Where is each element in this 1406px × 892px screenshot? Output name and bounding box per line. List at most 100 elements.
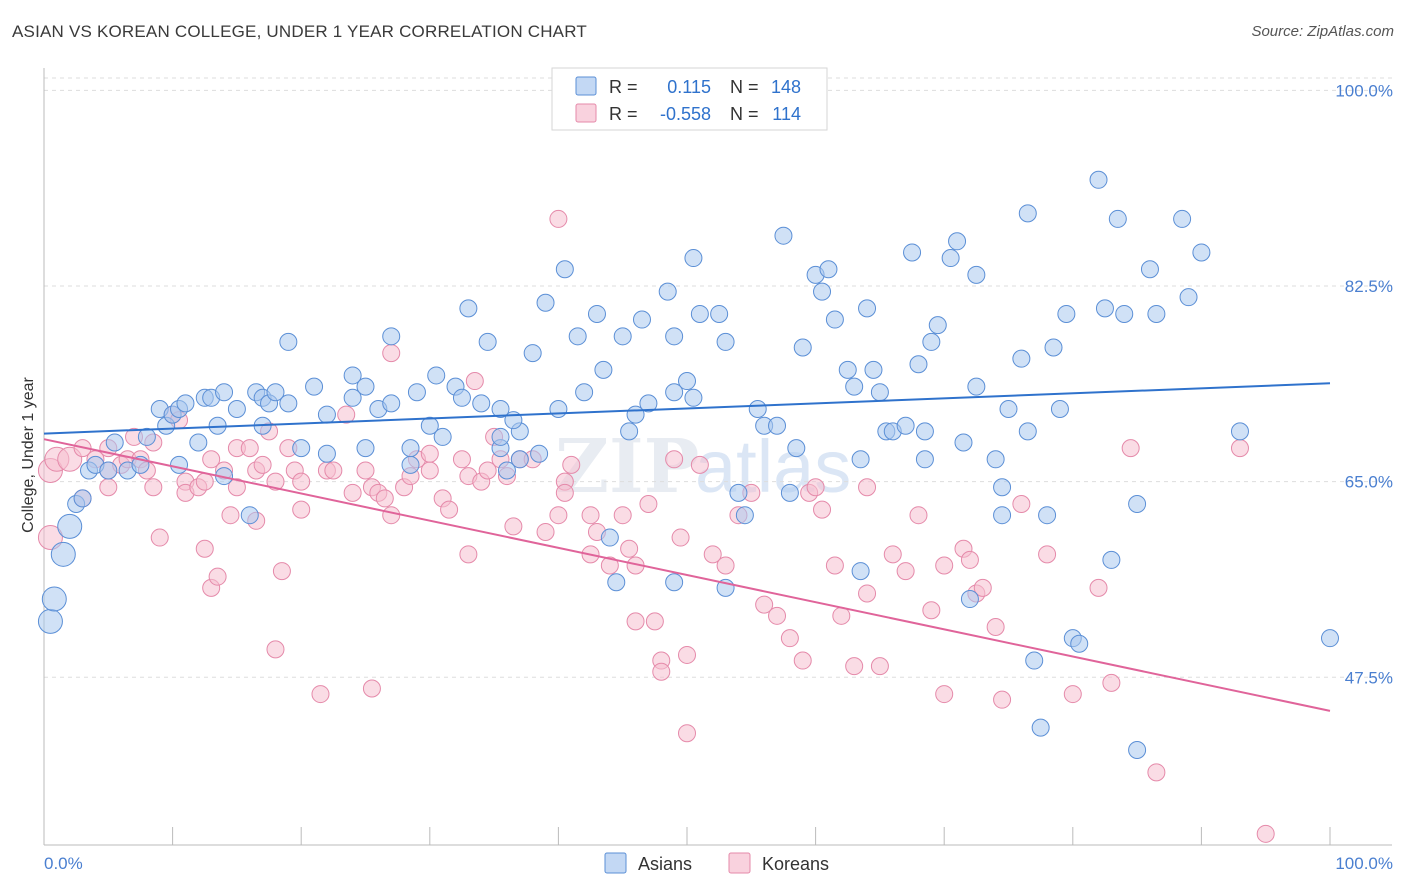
korean-point [825, 556, 844, 575]
korean-point [227, 478, 246, 497]
trend-lines [43, 382, 1331, 712]
asian-point [1070, 634, 1089, 653]
korean-point [858, 478, 877, 497]
korean-point [678, 724, 696, 743]
asian-point [1192, 243, 1211, 262]
asian-point [1038, 506, 1057, 525]
korean-point [858, 584, 877, 603]
asian-point [960, 590, 979, 609]
korean-point [272, 562, 291, 581]
asian-point [1321, 629, 1339, 648]
korean-point [555, 483, 574, 502]
asian-point [941, 249, 960, 268]
asian-point [215, 383, 234, 402]
asians-trend-line [43, 382, 1331, 435]
asian-point [594, 360, 613, 379]
asian-point [684, 388, 703, 407]
asian-point [838, 360, 857, 379]
asian-point [896, 416, 915, 435]
korean-point [671, 528, 690, 547]
korean-point [613, 506, 632, 525]
asian-point [735, 506, 754, 525]
asian-point [954, 433, 973, 452]
asian-point [1102, 550, 1121, 569]
asian-point [1115, 304, 1134, 323]
asian-point [632, 310, 651, 329]
asian-point [401, 455, 420, 474]
asian-point [568, 327, 587, 346]
korean-point [195, 539, 214, 558]
asian-point [999, 399, 1018, 418]
asian-point [266, 383, 285, 402]
asian-point [825, 310, 844, 329]
korean-point [292, 472, 311, 491]
korean-point [266, 640, 285, 659]
asian-point [472, 394, 491, 413]
asian-point [690, 304, 709, 323]
korean-point [37, 525, 63, 551]
asian-point [137, 427, 156, 446]
asian-point [819, 260, 838, 279]
asian-point [710, 304, 729, 323]
korean-point [1121, 439, 1140, 458]
korean-point [99, 478, 118, 497]
x-tick-label-max: 100.0% [1335, 854, 1393, 873]
y-tick-labels: 47.5% 65.0% 82.5% 100.0% [1335, 81, 1393, 687]
asian-point [1012, 349, 1031, 368]
bottom-legend: Asians Koreans [604, 852, 829, 874]
chart-source: Source: ZipAtlas.com [1251, 23, 1394, 40]
asian-point [1108, 209, 1127, 228]
asian-point [665, 327, 684, 346]
legend-n-label-asians: N = [730, 77, 759, 97]
asian-point [37, 608, 63, 634]
asian-point [99, 461, 118, 480]
korean-point [420, 444, 439, 463]
korean-point [549, 506, 568, 525]
korean-point [478, 461, 497, 480]
korean-point [909, 506, 928, 525]
korean-point [356, 461, 375, 480]
korean-point [922, 601, 941, 620]
korean-point [208, 567, 227, 586]
watermark-atlas: atlas [695, 425, 851, 508]
korean-point [459, 545, 478, 564]
korean-point [253, 455, 272, 474]
asian-point [491, 427, 510, 446]
korean-point [420, 461, 439, 480]
korean-point [935, 685, 954, 704]
asian-point [600, 528, 619, 547]
asian-point [903, 243, 922, 262]
asian-point [575, 383, 594, 402]
korean-point [973, 578, 992, 597]
korean-point [813, 500, 832, 519]
bottom-legend-swatch-asians [604, 852, 627, 874]
asian-point [1031, 718, 1050, 737]
korean-point [600, 556, 619, 575]
korean-point [960, 550, 979, 569]
legend-swatch-asians [575, 76, 597, 96]
top-legend: R = 0.115 N = 148 R = -0.558 N = 114 [551, 67, 828, 131]
asian-point [356, 439, 375, 458]
korean-point [870, 657, 889, 676]
asian-point [279, 332, 298, 351]
asian-point [870, 383, 889, 402]
asian-point [993, 506, 1012, 525]
asian-point [497, 461, 516, 480]
korean-point [626, 612, 645, 631]
asian-point [986, 450, 1005, 469]
asian-point [382, 327, 401, 346]
asian-point [729, 483, 748, 502]
asian-point [613, 327, 632, 346]
asian-point [684, 249, 703, 268]
bottom-legend-label-asians: Asians [638, 854, 692, 874]
korean-point [362, 679, 381, 698]
korean-point [221, 506, 240, 525]
y-tick-label: 82.5% [1345, 277, 1393, 296]
asian-point [549, 399, 568, 418]
korean-point [324, 461, 343, 480]
legend-r-label-asians: R = [609, 77, 638, 97]
korean-point [195, 472, 214, 491]
korean-point [1089, 578, 1108, 597]
asian-point [427, 366, 446, 385]
korean-point [440, 500, 459, 519]
